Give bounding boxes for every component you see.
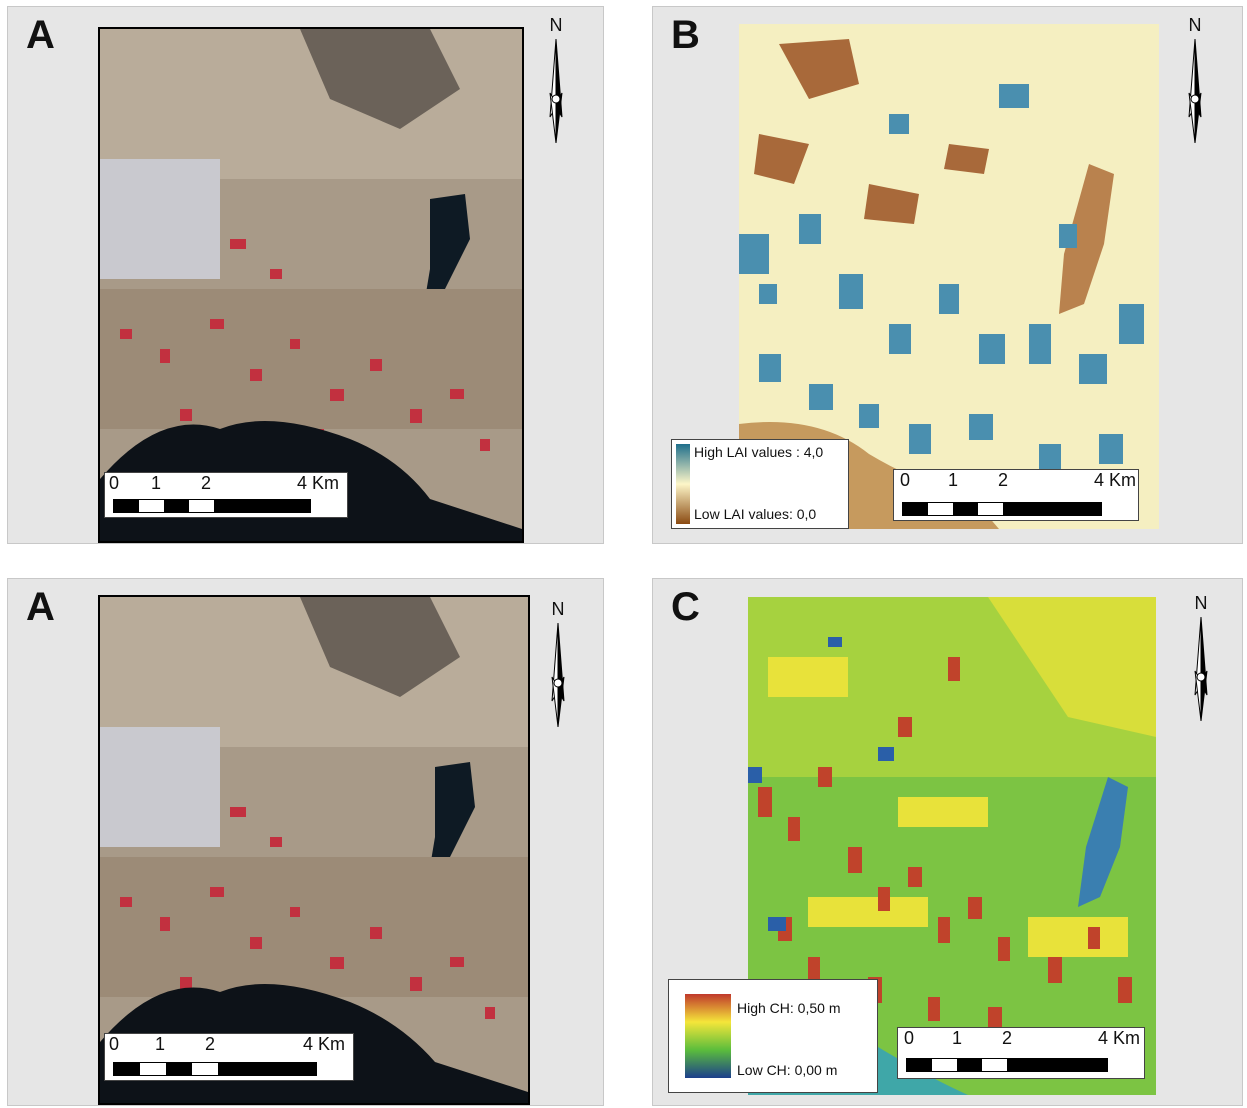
scale-tick-1: 1 — [155, 1034, 166, 1054]
scale-tick-4: 4 Km — [303, 1034, 346, 1054]
scale-tick-1: 1 — [151, 473, 162, 493]
north-label: N — [1194, 593, 1208, 613]
scale-bar: 0 1 2 4 Km — [897, 1027, 1145, 1079]
north-arrow: N — [536, 15, 576, 145]
north-arrow: N — [1175, 15, 1215, 145]
north-label: N — [1188, 15, 1202, 35]
scale-bar: 0 1 2 4 Km — [104, 1033, 354, 1081]
ch-legend-high: High CH: 0,50 m — [737, 1000, 841, 1016]
north-arrow: N — [538, 599, 578, 729]
scale-tick-0: 0 — [900, 470, 911, 490]
lai-legend-high: High LAI values : 4,0 — [694, 444, 824, 460]
scale-bar-segments — [113, 499, 311, 513]
canopy-height-map — [748, 597, 1156, 1095]
panel-c: C — [652, 578, 1243, 1106]
scale-bar-segments — [902, 502, 1102, 516]
scale-tick-2: 2 — [201, 473, 212, 493]
scale-tick-1: 1 — [948, 470, 959, 490]
scale-bar-segments — [113, 1062, 317, 1076]
scale-bar: 0 1 2 4 Km — [893, 469, 1139, 521]
scale-tick-2: 2 — [205, 1034, 216, 1054]
north-arrow-icon — [1194, 616, 1208, 722]
scale-bar-segments — [906, 1058, 1108, 1072]
lai-legend: High LAI values : 4,0 Low LAI values: 0,… — [671, 439, 849, 529]
scale-tick-0: 0 — [904, 1028, 915, 1048]
lai-legend-low: Low LAI values: 0,0 — [694, 506, 817, 522]
scale-tick-0: 0 — [109, 1034, 120, 1054]
ch-legend: High CH: 0,50 m Low CH: 0,00 m — [668, 979, 878, 1093]
north-arrow-icon — [549, 38, 563, 144]
panel-a-top: A N — [7, 6, 604, 544]
false-color-satellite-map — [98, 595, 530, 1105]
panel-b: B N — [652, 6, 1243, 544]
panel-a-bottom: A N — [7, 578, 604, 1106]
scale-tick-1: 1 — [952, 1028, 963, 1048]
north-label: N — [551, 599, 565, 619]
scale-tick-2: 2 — [1002, 1028, 1013, 1048]
scale-tick-4: 4 Km — [1098, 1028, 1141, 1048]
north-label: N — [549, 15, 563, 35]
north-arrow: N — [1181, 593, 1221, 723]
ch-color-ramp — [685, 994, 731, 1078]
scale-tick-0: 0 — [109, 473, 120, 493]
panel-letter: B — [671, 13, 700, 57]
scale-tick-4: 4 Km — [1094, 470, 1137, 490]
ch-legend-low: Low CH: 0,00 m — [737, 1062, 838, 1078]
north-arrow-icon — [551, 622, 565, 728]
false-color-satellite-map — [98, 27, 524, 543]
scale-tick-4: 4 Km — [297, 473, 340, 493]
scale-tick-2: 2 — [998, 470, 1009, 490]
lai-color-ramp — [676, 444, 690, 524]
panel-letter: A — [26, 585, 55, 629]
scale-bar: 0 1 2 4 Km — [104, 472, 348, 518]
panel-letter: A — [26, 13, 55, 57]
panel-letter: C — [671, 585, 700, 629]
north-arrow-icon — [1188, 38, 1202, 144]
